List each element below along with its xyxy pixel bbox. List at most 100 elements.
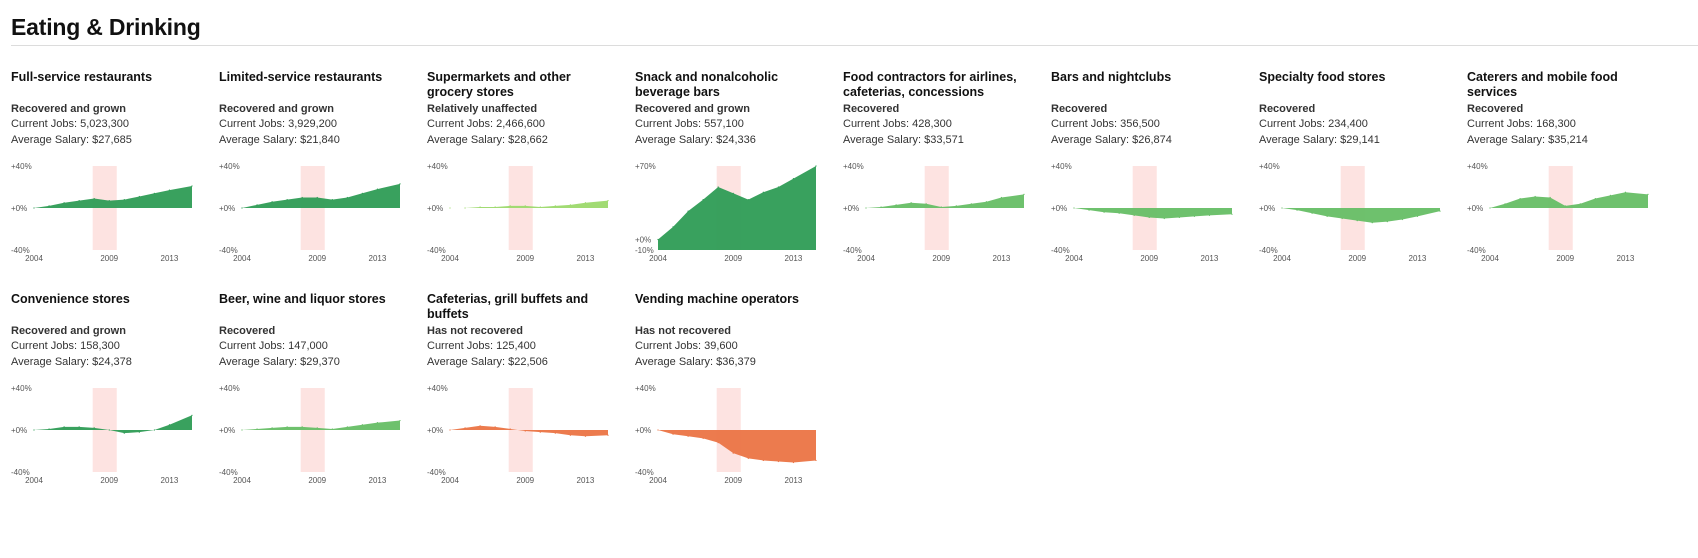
data-point <box>554 205 556 207</box>
chart-title: Food contractors for airlines, cafeteria… <box>843 70 1017 99</box>
chart-panel: Caterers and mobile food services Recover… <box>1467 70 1649 263</box>
data-point <box>925 203 927 205</box>
current-jobs: Current Jobs: 158,300 <box>11 338 191 354</box>
data-point <box>1178 216 1180 219</box>
data-point <box>732 192 734 194</box>
data-point <box>1281 207 1283 209</box>
y-tick-label: -40% <box>843 246 862 255</box>
y-tick-label: +40% <box>11 162 32 171</box>
data-point <box>539 431 541 433</box>
data-point <box>271 201 273 203</box>
data-point <box>494 426 496 428</box>
current-jobs-value: 125,400 <box>496 340 536 352</box>
data-point <box>1594 197 1596 200</box>
y-tick-label: +0% <box>427 204 443 213</box>
chart-title: Caterers and mobile food services <box>1467 70 1618 99</box>
current-jobs-label: Current Jobs: <box>11 118 81 130</box>
data-point <box>93 197 95 200</box>
data-point <box>717 186 719 188</box>
y-tick-label: +0% <box>219 204 235 213</box>
data-point <box>138 195 140 198</box>
recovery-status: Has not recovered <box>427 325 523 337</box>
data-point <box>1231 213 1233 215</box>
data-point <box>955 205 957 207</box>
average-salary: Average Salary: $26,874 <box>1051 132 1231 148</box>
average-salary-label: Average Salary: <box>11 134 93 146</box>
data-point <box>331 199 333 201</box>
data-point <box>1208 214 1211 216</box>
y-tick-label: +40% <box>1259 162 1280 171</box>
current-jobs-value: 39,600 <box>704 340 738 352</box>
data-point <box>732 452 734 454</box>
sparkline-chart: +40% +0% -40%2004 2009 2013 <box>635 384 817 485</box>
y-tick-label: +40% <box>1051 162 1072 171</box>
y-tick-label: +40% <box>1467 162 1488 171</box>
current-jobs: Current Jobs: 125,400 <box>427 338 607 354</box>
current-jobs: Current Jobs: 147,000 <box>219 338 399 354</box>
x-tick-label: 2009 <box>516 254 534 263</box>
x-tick-label: 2013 <box>369 254 387 263</box>
sparkline-chart: +40% +0% -40%2004 2009 2013 <box>11 162 193 263</box>
data-point <box>346 196 348 199</box>
y-tick-label: +40% <box>635 384 656 393</box>
average-salary-value: $29,370 <box>300 356 340 368</box>
x-tick-label: 2013 <box>1409 254 1427 263</box>
x-tick-label: 2004 <box>649 476 667 485</box>
recovery-status: Recovered and grown <box>219 103 334 115</box>
data-point <box>241 207 243 209</box>
y-tick-label: +40% <box>843 162 864 171</box>
data-point <box>63 202 65 204</box>
data-point <box>1386 221 1388 223</box>
average-salary: Average Salary: $29,141 <box>1259 132 1439 148</box>
data-point <box>48 428 50 430</box>
average-salary-value: $33,571 <box>924 134 964 146</box>
data-point <box>1000 196 1003 199</box>
data-point <box>895 204 897 206</box>
recovery-status: Recovered <box>219 325 276 337</box>
recovery-status: Relatively unaffected <box>427 103 538 115</box>
current-jobs: Current Jobs: 428,300 <box>843 116 1023 132</box>
data-point <box>479 425 481 427</box>
data-point <box>286 426 288 428</box>
average-salary: Average Salary: $21,840 <box>219 132 399 148</box>
data-point <box>93 427 95 429</box>
chart-title: Beer, wine and liquor stores <box>219 292 386 306</box>
y-tick-label: -40% <box>427 468 446 477</box>
x-tick-label: 2004 <box>441 254 459 263</box>
recovery-status: Recovered and grown <box>635 103 750 115</box>
data-point <box>1073 207 1075 209</box>
title-divider <box>11 45 1698 46</box>
x-tick-label: 2009 <box>308 476 326 485</box>
x-tick-label: 2004 <box>1273 254 1291 263</box>
data-point <box>1193 215 1195 217</box>
data-point <box>449 207 451 209</box>
data-point <box>1579 203 1581 205</box>
current-jobs-value: 234,400 <box>1328 118 1368 130</box>
data-point <box>1416 215 1419 217</box>
data-point <box>607 200 609 202</box>
data-point <box>301 426 303 428</box>
current-jobs: Current Jobs: 168,300 <box>1467 116 1647 132</box>
x-tick-label: 2009 <box>1140 254 1158 263</box>
series-area <box>450 200 608 208</box>
data-point <box>672 433 674 435</box>
data-point <box>815 165 817 167</box>
data-point <box>539 206 541 208</box>
average-salary: Average Salary: $24,378 <box>11 354 191 370</box>
data-point <box>1519 197 1521 200</box>
chart-panel: Limited-service restaurants Recovered and… <box>219 70 401 263</box>
series-area <box>34 185 192 208</box>
data-point <box>970 203 972 205</box>
average-salary-label: Average Salary: <box>219 134 301 146</box>
data-point <box>1341 217 1343 220</box>
average-salary: Average Salary: $24,336 <box>635 132 815 148</box>
current-jobs-value: 356,500 <box>1120 118 1160 130</box>
data-point <box>1133 214 1135 216</box>
average-salary-label: Average Salary: <box>635 356 717 368</box>
recovery-status: Recovered <box>1051 103 1108 115</box>
x-tick-label: 2013 <box>1617 254 1635 263</box>
data-point <box>286 199 288 201</box>
data-point <box>1023 193 1025 195</box>
y-tick-label: -40% <box>11 246 30 255</box>
data-point <box>672 226 674 228</box>
